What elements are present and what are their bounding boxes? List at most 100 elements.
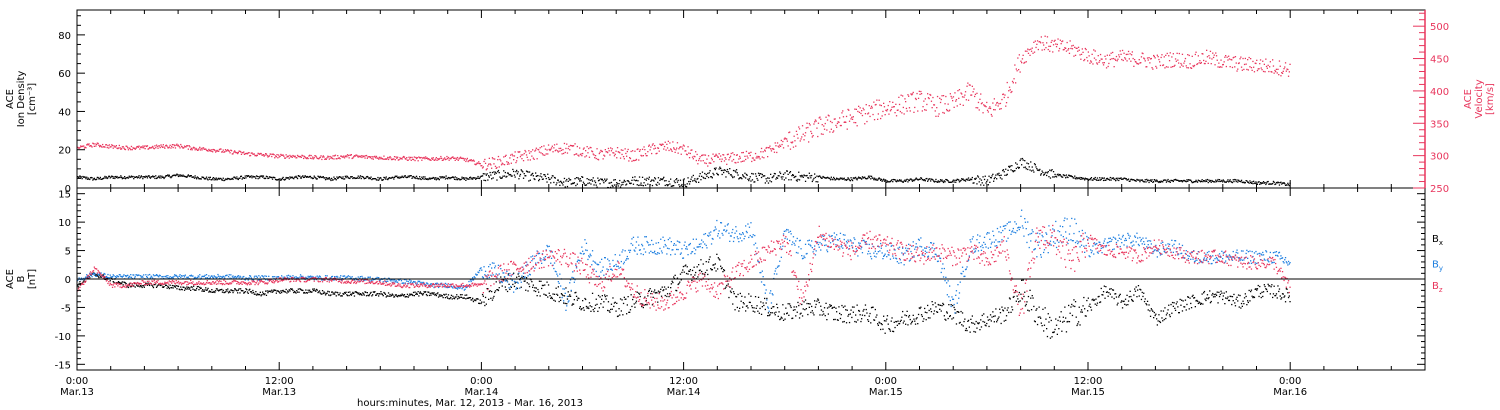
density-series-point xyxy=(1032,169,1034,171)
density-series-point xyxy=(499,176,501,178)
velocity-series-point xyxy=(195,147,197,150)
velocity-series-point xyxy=(484,162,487,164)
bx-series-point xyxy=(629,309,632,311)
density-series-point xyxy=(585,184,588,186)
density-series-point xyxy=(580,180,582,182)
density-series-point xyxy=(641,176,644,178)
density-series-point xyxy=(176,173,178,175)
bx-series-point xyxy=(1190,302,1192,305)
bx-series-point xyxy=(975,320,977,323)
velocity-series-point xyxy=(471,160,473,162)
density-series-point xyxy=(1000,174,1002,176)
density-series-point xyxy=(406,176,408,179)
bx-series-point xyxy=(1150,308,1152,310)
velocity-series-point xyxy=(1089,62,1091,64)
density-series-point xyxy=(1238,180,1240,182)
bx-series-point xyxy=(155,286,158,288)
bx-series-point xyxy=(128,284,130,286)
bx-series-point xyxy=(720,268,723,270)
velocity-series-point xyxy=(117,147,120,149)
velocity-series-point xyxy=(1029,54,1031,56)
density-series-point xyxy=(1118,177,1121,180)
density-series-point xyxy=(1196,181,1199,183)
density-series-point xyxy=(363,178,365,180)
bx-series-point xyxy=(922,320,924,322)
density-series-point xyxy=(1194,181,1196,183)
density-series-point xyxy=(1153,181,1155,183)
density-series-point xyxy=(804,180,807,182)
bx-series-point xyxy=(465,298,467,300)
density-series-point xyxy=(944,181,946,183)
bx-series-point xyxy=(299,288,302,290)
bx-series-point xyxy=(578,297,580,300)
density-series-point xyxy=(375,178,377,180)
velocity-series-point xyxy=(822,133,824,135)
velocity-series-point xyxy=(290,155,293,157)
density-series-point xyxy=(484,173,486,175)
density-series-point xyxy=(911,180,914,182)
bx-series-point xyxy=(727,283,729,285)
velocity-series-point xyxy=(751,160,753,163)
density-series-point xyxy=(544,174,546,176)
density-series-point xyxy=(1055,176,1058,178)
density-series-point xyxy=(1112,177,1115,179)
velocity-series-point xyxy=(275,156,277,158)
density-series-point xyxy=(1093,178,1096,180)
density-series-point xyxy=(574,178,576,180)
density-series-point xyxy=(138,175,140,177)
density-series-point xyxy=(820,177,823,179)
velocity-series-point xyxy=(1218,66,1221,68)
bx-series-point xyxy=(909,318,911,321)
bx-series-point xyxy=(290,288,293,290)
velocity-series-point xyxy=(942,95,945,97)
density-series-point xyxy=(1241,181,1243,183)
bx-series-point xyxy=(1029,289,1031,291)
bx-series-point xyxy=(147,282,149,284)
density-series-point xyxy=(911,179,913,181)
density-series-point xyxy=(1206,180,1208,182)
velocity-series-point xyxy=(1211,58,1213,60)
bx-series-point xyxy=(933,313,935,315)
bx-series-point xyxy=(856,304,858,306)
density-series-point xyxy=(583,183,585,185)
density-series-point xyxy=(254,176,256,178)
bx-series-point xyxy=(438,294,440,296)
density-series-point xyxy=(686,183,688,185)
bx-series-point xyxy=(1127,304,1129,306)
bx-series-point xyxy=(861,314,864,316)
velocity-series-point xyxy=(397,159,399,161)
velocity-series-point xyxy=(545,153,547,155)
velocity-series-point xyxy=(248,152,250,154)
velocity-series-point xyxy=(781,143,783,146)
density-series-point xyxy=(497,171,499,173)
bx-series-point xyxy=(1178,312,1180,314)
bx-series-point xyxy=(217,289,219,291)
density-series-point xyxy=(557,179,559,181)
density-series-point xyxy=(1225,181,1227,183)
bx-series-point xyxy=(513,285,516,288)
velocity-series-point xyxy=(875,103,877,106)
bx-series-point xyxy=(989,318,991,321)
velocity-series-point xyxy=(1186,67,1188,69)
density-series-point xyxy=(1257,181,1259,183)
velocity-series-point xyxy=(354,155,356,157)
density-series-point xyxy=(563,177,566,180)
density-series-point xyxy=(1021,157,1024,160)
bx-series-point xyxy=(993,315,995,318)
bx-series-point xyxy=(591,306,593,308)
velocity-series-point xyxy=(337,157,340,159)
density-series-point xyxy=(410,175,412,177)
velocity-series-point xyxy=(1151,67,1153,69)
bx-series-point xyxy=(752,310,754,312)
velocity-series-point xyxy=(924,109,926,111)
bx-series-point xyxy=(1219,293,1221,296)
velocity-series-point xyxy=(751,157,754,159)
density-series-point xyxy=(197,177,199,179)
velocity-series-point xyxy=(127,147,129,149)
bx-series-point xyxy=(882,328,884,330)
velocity-series-point xyxy=(437,158,440,161)
density-series-point xyxy=(198,178,200,180)
bx-series-point xyxy=(446,296,448,298)
bx-series-point xyxy=(635,302,637,304)
bx-series-point xyxy=(902,310,904,313)
